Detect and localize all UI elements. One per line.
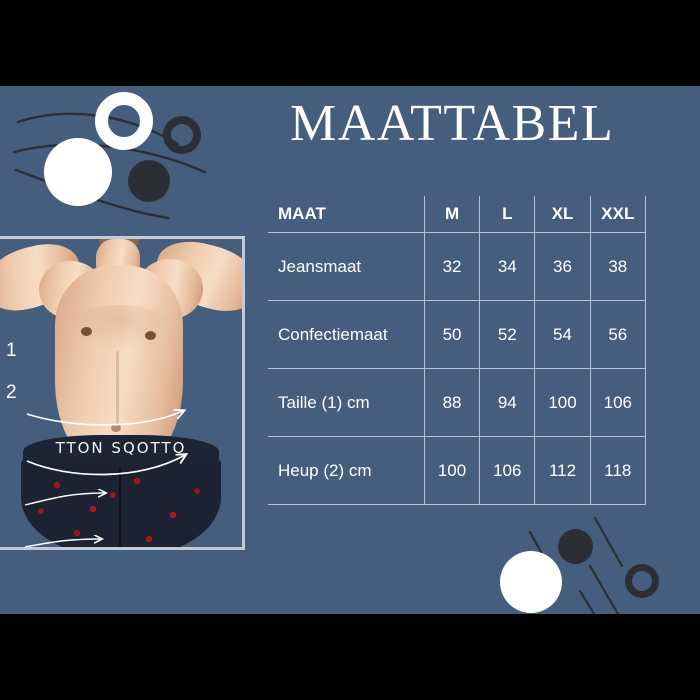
row-label-confectiemaat: Confectiemaat <box>268 300 425 369</box>
letterbox-top <box>0 0 700 86</box>
cell-jeansmaat-l: 34 <box>479 232 536 301</box>
model-abdomen-line <box>116 351 119 425</box>
size-table-body: Jeansmaat 32 34 36 38 Confectiemaat 50 5… <box>268 232 647 505</box>
model-chest-point-right <box>145 331 156 340</box>
col-header-xl: XL <box>534 196 591 233</box>
cell-heup-xl: 112 <box>534 436 591 505</box>
table-header-row: MAAT M L XL XXL <box>268 196 647 233</box>
decor-disc-dark-bottom <box>558 529 593 564</box>
measurement-arrows <box>24 239 242 547</box>
model-chest-point-left <box>81 327 92 336</box>
cell-confectiemaat-xl: 54 <box>534 300 591 369</box>
model-navel <box>111 424 121 432</box>
cell-taille-m: 88 <box>423 368 481 437</box>
cell-taille-l: 94 <box>479 368 536 437</box>
cell-jeansmaat-m: 32 <box>423 232 481 301</box>
cell-heup-xxl: 118 <box>589 436 647 505</box>
model-photo-frame: TTON SQOTTO <box>0 236 245 550</box>
cell-jeansmaat-xl: 36 <box>534 232 591 301</box>
model-photo: TTON SQOTTO <box>0 239 242 547</box>
cell-confectiemaat-l: 52 <box>479 300 536 369</box>
decor-disc-white-bottom <box>500 551 562 613</box>
decor-ring-dark-bottom <box>625 564 659 598</box>
measurement-label-1: 1 <box>6 340 17 361</box>
col-header-m: M <box>423 196 481 233</box>
size-table: MAAT M L XL XXL Jeansmaat 32 34 36 38 <box>268 196 647 505</box>
decor-ring-white-top <box>95 92 153 150</box>
cell-jeansmaat-xxl: 38 <box>589 232 647 301</box>
model-briefs <box>21 457 221 547</box>
col-header-maat: MAAT <box>268 196 425 233</box>
size-table-container: MAAT M L XL XXL Jeansmaat 32 34 36 38 <box>268 196 647 505</box>
decor-ring-dark-top <box>163 116 201 154</box>
cell-confectiemaat-m: 50 <box>423 300 481 369</box>
table-row: Taille (1) cm 88 94 100 106 <box>268 368 647 437</box>
cell-confectiemaat-xxl: 56 <box>589 300 647 369</box>
waistband-brand-text: TTON SQOTTO <box>55 439 187 457</box>
size-table-head: MAAT M L XL XXL <box>268 196 647 233</box>
row-label-heup: Heup (2) cm <box>268 436 425 505</box>
col-header-l: L <box>479 196 536 233</box>
letterbox-bottom <box>0 614 700 700</box>
decor-disc-white-top <box>44 138 112 206</box>
cell-heup-m: 100 <box>423 436 481 505</box>
measurement-label-2: 2 <box>6 382 17 403</box>
table-row: Confectiemaat 50 52 54 56 <box>268 300 647 369</box>
table-row: Jeansmaat 32 34 36 38 <box>268 232 647 301</box>
table-row: Heup (2) cm 100 106 112 118 <box>268 436 647 505</box>
col-header-xxl: XXL <box>589 196 647 233</box>
cell-taille-xxl: 106 <box>589 368 647 437</box>
cell-taille-xl: 100 <box>534 368 591 437</box>
page-title: MAATTABEL <box>290 95 615 152</box>
cell-heup-l: 106 <box>479 436 536 505</box>
model-torso <box>55 265 183 465</box>
decor-disc-dark-top <box>128 160 170 202</box>
slate-canvas: MAATTABEL MAAT M L XL XXL Jeansmaat 32 <box>0 86 700 614</box>
row-label-taille: Taille (1) cm <box>268 368 425 437</box>
row-label-jeansmaat: Jeansmaat <box>268 232 425 301</box>
model-briefs-seam <box>119 467 121 547</box>
